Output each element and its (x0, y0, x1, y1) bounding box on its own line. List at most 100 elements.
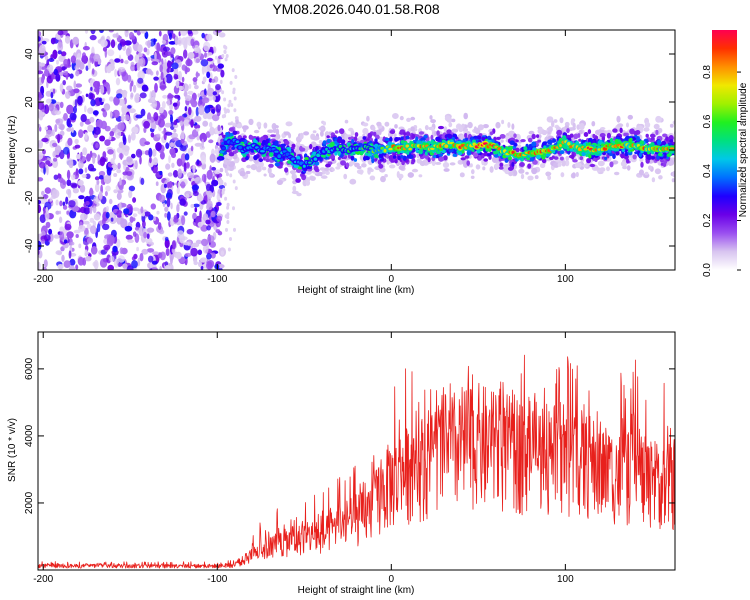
signal-halo-blob (545, 171, 550, 177)
signal-halo-blob (367, 167, 373, 171)
noise-blob (157, 222, 162, 231)
noise-blob (153, 112, 159, 122)
noise-blob (205, 112, 214, 120)
noise-blob (127, 105, 132, 109)
noise-blob (152, 157, 158, 166)
noise-blob (151, 96, 156, 103)
noise-blob (140, 108, 146, 117)
noise-blob (138, 226, 145, 237)
noise-blob (143, 231, 148, 239)
signal-halo-blob (611, 160, 619, 165)
signal-halo-blob (364, 152, 368, 156)
noise-blob (169, 121, 175, 131)
colorbar: 0.00.20.40.60.8 Normalized spectral ampl… (702, 30, 749, 277)
noise-blob (151, 149, 157, 157)
noise-blob (156, 210, 160, 215)
noise-blob (170, 114, 173, 124)
noise-blob (192, 212, 197, 220)
signal-halo-blob (483, 158, 489, 162)
noise-blob (184, 252, 192, 257)
noise-blob (90, 30, 96, 35)
signal-halo-blob (662, 133, 668, 138)
signal-halo-blob (673, 152, 675, 156)
noise-blob (166, 182, 170, 189)
noise-blob (180, 139, 185, 144)
signal-halo-blob (245, 155, 249, 161)
signal-halo-blob (572, 122, 576, 130)
noise-blob (63, 239, 68, 244)
noise-blob (145, 237, 153, 245)
noise-blob (98, 97, 102, 102)
signal-halo-blob (248, 118, 254, 126)
signal-halo-blob (569, 148, 574, 152)
noise-blob (118, 152, 124, 159)
noise-blob (107, 149, 114, 155)
noise-blob (164, 206, 169, 212)
signal-halo-blob (399, 155, 404, 159)
noise-blob (193, 260, 198, 266)
noise-blob (193, 203, 200, 208)
signal-halo-blob (444, 115, 451, 122)
noise-blob (207, 235, 215, 243)
signal-halo-blob (634, 134, 638, 138)
noise-blob (232, 179, 236, 184)
noise-blob (46, 64, 54, 72)
noise-blob (57, 173, 62, 179)
signal-halo-blob (463, 112, 469, 120)
signal-halo-blob (651, 156, 656, 160)
noise-blob (159, 151, 165, 160)
noise-blob (190, 145, 194, 152)
noise-blob (195, 58, 201, 63)
noise-blob (164, 51, 172, 56)
noise-blob (73, 88, 80, 94)
signal-halo-blob (234, 116, 239, 120)
noise-blob (170, 47, 176, 55)
noise-blob (127, 239, 134, 244)
noise-blob (211, 179, 219, 187)
signal-halo-blob (620, 161, 628, 167)
colorbar-tick-label: 0.4 (702, 164, 713, 178)
noise-blob (75, 70, 80, 77)
signal-core-blob (559, 143, 562, 148)
signal-halo-blob (232, 130, 238, 135)
signal-halo-blob (528, 143, 533, 149)
noise-blob (68, 265, 76, 270)
signal-halo-blob (397, 155, 401, 161)
noise-blob (192, 164, 196, 174)
noise-blob (188, 83, 192, 89)
noise-blob (59, 101, 64, 109)
signal-halo-blob (583, 132, 589, 137)
signal-halo-blob (267, 167, 272, 174)
signal-halo-blob (349, 178, 357, 185)
noise-blob (74, 64, 80, 71)
noise-blob (200, 265, 204, 270)
noise-blob (120, 58, 124, 64)
noise-blob (195, 71, 199, 79)
noise-blob (141, 248, 149, 255)
noise-blob (186, 171, 195, 179)
noise-blob (139, 92, 147, 99)
noise-blob (68, 161, 74, 169)
noise-blob (197, 195, 204, 202)
noise-blob (58, 216, 63, 224)
signal-halo-blob (389, 130, 396, 134)
signal-halo-blob (322, 121, 326, 126)
noise-blob (187, 90, 194, 95)
signal-halo-blob (528, 130, 535, 135)
noise-blob (171, 137, 179, 142)
signal-halo-blob (617, 139, 621, 143)
noise-blob (75, 234, 79, 238)
noise-blob (75, 168, 79, 176)
noise-blob (220, 69, 225, 78)
noise-blob (206, 33, 213, 42)
colorbar-tick-label: 0.6 (702, 114, 713, 128)
noise-blob (150, 71, 154, 76)
noise-blob (206, 190, 213, 199)
snr-y-axis-label: SNR (10 * v/v) (7, 418, 18, 482)
signal-halo-blob (424, 125, 429, 131)
noise-blob (194, 115, 202, 122)
noise-blob (38, 140, 43, 149)
noise-blob (137, 77, 144, 84)
noise-blob (146, 227, 155, 233)
signal-halo-blob (460, 157, 466, 161)
